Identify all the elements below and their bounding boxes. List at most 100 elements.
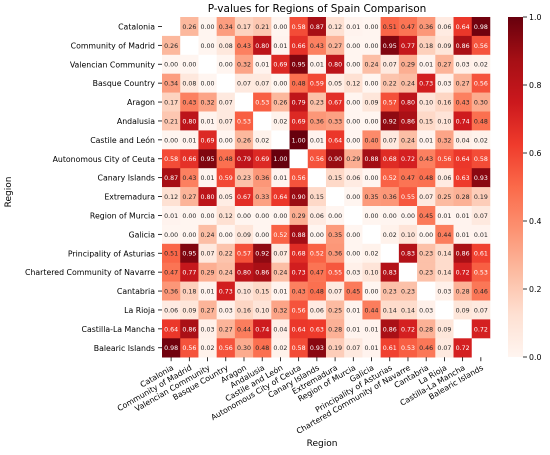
heatmap-cell xyxy=(216,168,236,188)
heatmap-cell xyxy=(289,262,309,282)
heatmap-cell xyxy=(344,187,363,207)
heatmap-cell xyxy=(344,243,363,263)
cell-value-label: 0.00 xyxy=(365,118,379,125)
cell-value-label: 0.10 xyxy=(437,118,451,125)
heatmap-cell xyxy=(180,338,199,358)
heatmap-cell xyxy=(325,35,345,56)
heatmap-cell xyxy=(271,168,290,188)
heatmap-cell xyxy=(453,187,473,207)
heatmap-cell xyxy=(216,35,236,56)
heatmap-cell xyxy=(398,262,418,282)
heatmap-cell xyxy=(253,17,272,37)
cell-value-label: 0.23 xyxy=(419,251,433,258)
cell-value-label: 0.64 xyxy=(456,24,470,31)
heatmap-cell xyxy=(180,224,199,245)
heatmap-cell xyxy=(325,187,345,207)
heatmap-cell xyxy=(216,130,236,150)
cell-value-label: 0.07 xyxy=(219,99,233,106)
cell-value-label: 0.21 xyxy=(255,24,269,31)
heatmap-cell xyxy=(453,111,473,131)
heatmap-cell xyxy=(435,73,454,93)
cell-value-label: 0.44 xyxy=(437,232,451,239)
cell-value-label: 0.56 xyxy=(474,81,488,88)
heatmap-cell xyxy=(198,168,217,188)
heatmap-cell xyxy=(344,130,363,150)
heatmap-cell xyxy=(307,319,327,339)
cell-value-label: 0.01 xyxy=(201,288,215,295)
cell-value-label: 0.14 xyxy=(437,251,451,258)
cell-value-label: 0.48 xyxy=(310,288,324,295)
cell-value-label: 0.66 xyxy=(292,43,306,50)
cell-value-label: 0.33 xyxy=(328,118,342,125)
heatmap-cell xyxy=(471,149,491,169)
cell-value-label: 0.15 xyxy=(255,288,269,295)
cell-value-label: 0.23 xyxy=(237,175,251,182)
heatmap-cell xyxy=(453,130,473,150)
cell-value-label: 0.36 xyxy=(164,288,178,295)
cell-value-label: 0.80 xyxy=(237,270,251,277)
heatmap-cell xyxy=(362,168,381,188)
heatmap-cell xyxy=(180,281,199,301)
y-tick-label: Balearic Islands xyxy=(94,344,155,353)
heatmap-cell xyxy=(234,92,254,112)
heatmap-cell xyxy=(162,262,181,282)
y-tick-label: Extremadura xyxy=(104,193,155,202)
heatmap-cell xyxy=(471,224,491,245)
cell-value-label: 0.00 xyxy=(237,213,251,220)
cell-value-label: 0.93 xyxy=(310,345,324,352)
heatmap-cell xyxy=(307,130,327,150)
heatmap-cell xyxy=(216,224,236,245)
cell-value-label: 0.69 xyxy=(292,118,306,125)
heatmap-cell xyxy=(417,187,436,207)
heatmap-cell xyxy=(435,130,454,150)
heatmap-cell xyxy=(380,338,400,358)
cell-value-label: 0.32 xyxy=(273,307,287,314)
heatmap-cell xyxy=(380,168,400,188)
cell-value-label: 0.14 xyxy=(401,307,415,314)
heatmap-cell xyxy=(253,206,272,226)
cell-value-label: 0.57 xyxy=(237,251,251,258)
heatmap-cell xyxy=(471,281,491,301)
cell-value-label: 0.01 xyxy=(201,175,215,182)
heatmap-cell xyxy=(253,92,272,112)
cell-value-label: 0.48 xyxy=(474,118,488,125)
cell-value-label: 0.07 xyxy=(346,345,360,352)
heatmap-cell xyxy=(380,187,400,207)
heatmap-cell xyxy=(307,187,327,207)
heatmap-cell xyxy=(435,92,454,112)
cell-value-label: 0.98 xyxy=(474,24,488,31)
cell-value-label: 0.15 xyxy=(419,118,433,125)
y-tick-label: Principality of Asturias xyxy=(68,249,155,258)
heatmap-cell xyxy=(180,111,199,131)
cell-value-label: 0.25 xyxy=(328,307,342,314)
heatmap-cell xyxy=(289,35,309,56)
cell-value-label: 0.28 xyxy=(456,194,470,201)
colorbar xyxy=(508,17,523,357)
heatmap-cell xyxy=(234,262,254,282)
cell-value-label: 0.95 xyxy=(292,62,306,69)
cell-value-label: 0.21 xyxy=(164,118,178,125)
cell-value-label: 0.03 xyxy=(456,62,470,69)
y-tick-label: Canary Islands xyxy=(98,174,156,183)
cell-value-label: 0.00 xyxy=(365,43,379,50)
cell-value-label: 0.01 xyxy=(365,345,379,352)
cell-value-label: 0.95 xyxy=(182,251,196,258)
heatmap-cell xyxy=(471,243,491,263)
cell-value-label: 0.00 xyxy=(346,43,360,50)
heatmap-cell xyxy=(325,224,345,245)
cell-value-label: 0.00 xyxy=(328,213,342,220)
cell-value-label: 0.01 xyxy=(273,175,287,182)
heatmap-cell xyxy=(417,92,436,112)
heatmap-cell xyxy=(417,168,436,188)
heatmap-cell xyxy=(380,262,400,282)
heatmap-cell xyxy=(307,54,327,74)
cell-value-label: 0.58 xyxy=(292,24,306,31)
heatmap-cell xyxy=(253,262,272,282)
cell-value-label: 0.06 xyxy=(437,24,451,31)
y-tick-label: Aragon xyxy=(127,98,155,107)
heatmap-cell xyxy=(435,224,454,245)
cell-value-label: 0.07 xyxy=(474,307,488,314)
heatmap-cell xyxy=(398,206,418,226)
